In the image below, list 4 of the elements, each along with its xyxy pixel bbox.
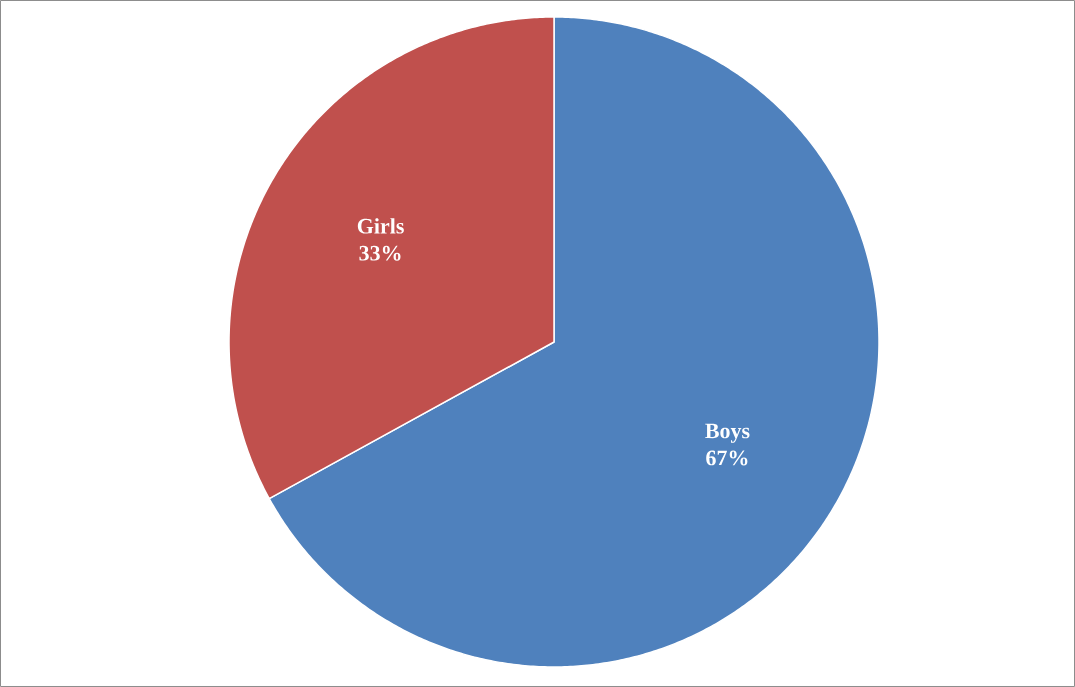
slice-label: Girls — [357, 218, 404, 234]
slice-label: Boys — [705, 423, 750, 443]
data-label: 67% — [706, 450, 748, 466]
data-label: 33% — [359, 245, 401, 261]
